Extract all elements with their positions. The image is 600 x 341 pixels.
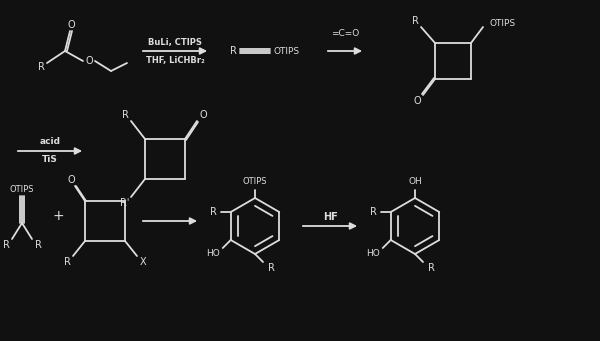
Text: HO: HO [206, 250, 220, 258]
Text: R: R [370, 207, 377, 217]
Text: R: R [412, 16, 418, 26]
Text: R: R [64, 257, 70, 267]
Text: +: + [52, 209, 64, 223]
Text: acid: acid [40, 137, 61, 147]
Text: R: R [2, 240, 10, 250]
Text: O: O [67, 175, 75, 185]
Text: R: R [230, 46, 236, 56]
Text: O: O [413, 96, 421, 106]
Text: R: R [428, 263, 434, 273]
Text: X: X [140, 257, 146, 267]
Text: R: R [268, 263, 274, 273]
Text: R: R [35, 240, 41, 250]
Text: OTIPS: OTIPS [243, 178, 267, 187]
Text: R: R [211, 207, 217, 217]
Text: R: R [122, 110, 128, 120]
Text: O: O [67, 20, 75, 30]
Text: R: R [38, 62, 44, 72]
Text: =C=O: =C=O [331, 29, 359, 38]
Text: O: O [85, 56, 93, 66]
Text: OH: OH [408, 178, 422, 187]
Text: BuLi, CTIPS: BuLi, CTIPS [148, 38, 202, 46]
Text: OTIPS: OTIPS [490, 18, 516, 28]
Text: THF, LiCHBr₂: THF, LiCHBr₂ [146, 56, 205, 64]
Text: HO: HO [366, 250, 380, 258]
Text: R': R' [121, 198, 130, 208]
Text: TiS: TiS [42, 155, 58, 164]
Text: HF: HF [323, 212, 337, 222]
Text: O: O [199, 110, 207, 120]
Text: OTIPS: OTIPS [274, 46, 300, 56]
Text: OTIPS: OTIPS [10, 184, 34, 193]
